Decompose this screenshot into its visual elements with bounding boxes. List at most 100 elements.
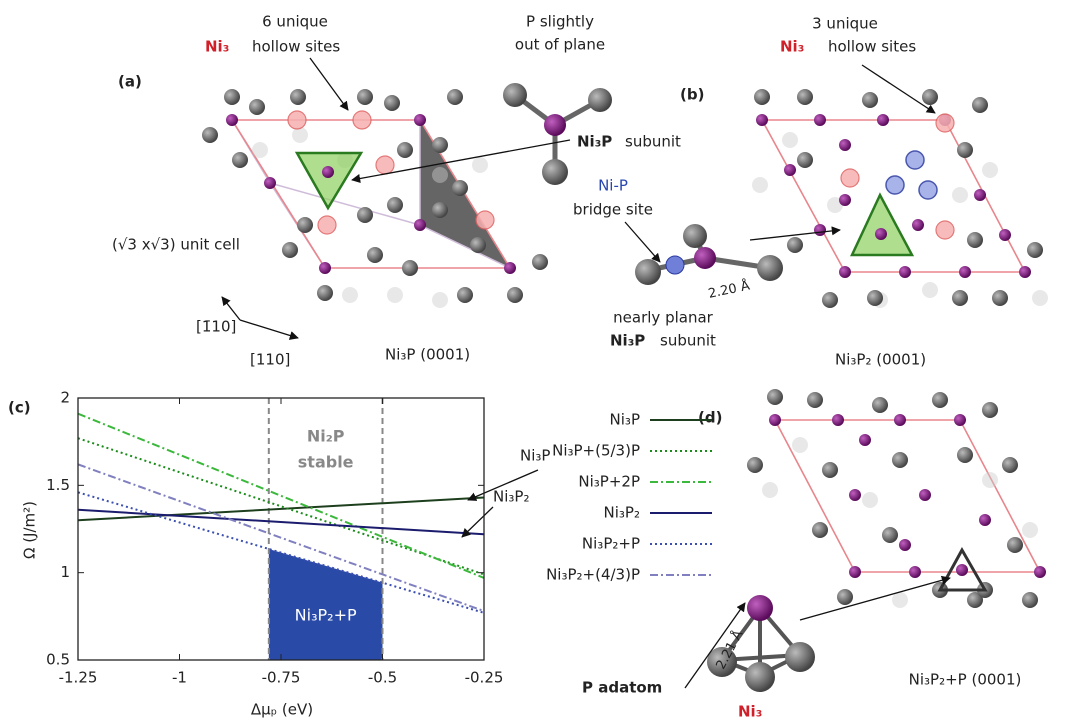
atom bbox=[397, 142, 413, 158]
annotation: subunit bbox=[660, 332, 716, 350]
legend-label: Ni₃P bbox=[610, 411, 640, 429]
atom bbox=[867, 290, 883, 306]
atom bbox=[999, 229, 1011, 241]
atom bbox=[812, 522, 828, 538]
atom bbox=[909, 566, 921, 578]
atom bbox=[503, 83, 527, 107]
atom bbox=[952, 187, 968, 203]
atom bbox=[226, 114, 238, 126]
atom bbox=[457, 287, 473, 303]
atom bbox=[747, 457, 763, 473]
atom bbox=[432, 292, 448, 308]
figure: (a) 6 unique Ni₃ hollow sites P slightly… bbox=[0, 0, 1071, 722]
atom bbox=[877, 114, 889, 126]
series-line bbox=[78, 498, 484, 521]
atom bbox=[872, 397, 888, 413]
subunit-triangle bbox=[852, 195, 912, 255]
atom bbox=[447, 89, 463, 105]
panel-label: (c) bbox=[8, 399, 31, 417]
atom bbox=[588, 88, 612, 112]
annotation: stable bbox=[298, 453, 354, 472]
atom bbox=[1032, 290, 1048, 306]
atom bbox=[769, 414, 781, 426]
atom bbox=[282, 242, 298, 258]
atom bbox=[807, 392, 823, 408]
atom bbox=[317, 285, 333, 301]
atom bbox=[745, 662, 775, 692]
atom bbox=[432, 202, 448, 218]
atom bbox=[252, 142, 268, 158]
atom bbox=[837, 589, 853, 605]
y-tick-label: 2 bbox=[60, 389, 70, 407]
atom bbox=[957, 447, 973, 463]
atom bbox=[957, 142, 973, 158]
atom bbox=[402, 260, 418, 276]
atom bbox=[683, 224, 707, 248]
atom bbox=[290, 89, 306, 105]
atom bbox=[322, 166, 334, 178]
atom bbox=[822, 462, 838, 478]
atom bbox=[249, 99, 265, 115]
atom bbox=[797, 89, 813, 105]
atom bbox=[762, 482, 778, 498]
caption: Ni₃P (0001) bbox=[385, 346, 470, 364]
hollow-site bbox=[353, 111, 371, 129]
atom bbox=[357, 89, 373, 105]
atom bbox=[899, 266, 911, 278]
x-tick-label: -0.75 bbox=[262, 669, 301, 687]
atom bbox=[892, 452, 908, 468]
x-tick-label: -1.25 bbox=[59, 669, 98, 687]
atom bbox=[982, 402, 998, 418]
atom bbox=[1022, 592, 1038, 608]
atom bbox=[832, 414, 844, 426]
annotation: 6 unique bbox=[262, 13, 328, 31]
hollow-site bbox=[841, 169, 859, 187]
atom bbox=[544, 114, 566, 136]
atom bbox=[432, 167, 448, 183]
arrow bbox=[625, 222, 660, 262]
x-axis-label: Δμₚ (eV) bbox=[251, 701, 313, 719]
direction-label: [1̄10] bbox=[196, 318, 236, 336]
x-tick-label: -0.5 bbox=[368, 669, 397, 687]
annotation: Ni₃ bbox=[738, 703, 762, 721]
atom bbox=[912, 219, 924, 231]
atom bbox=[264, 177, 276, 189]
hollow-site bbox=[318, 216, 336, 234]
atom bbox=[967, 232, 983, 248]
atom bbox=[792, 437, 808, 453]
arrow bbox=[240, 320, 298, 338]
atom bbox=[932, 392, 948, 408]
legend-label: Ni₃P₂+P bbox=[582, 535, 640, 553]
atom bbox=[694, 247, 716, 269]
atom bbox=[542, 159, 568, 185]
panel-label: (a) bbox=[118, 73, 142, 91]
atom bbox=[292, 127, 308, 143]
annotation: bridge site bbox=[573, 201, 653, 219]
annotation: hollow sites bbox=[828, 38, 916, 56]
hollow-site bbox=[936, 221, 954, 239]
annotation: Ni₃ bbox=[780, 38, 804, 56]
atom bbox=[384, 95, 400, 111]
panel-label: (d) bbox=[698, 409, 722, 427]
arrow bbox=[462, 507, 493, 537]
bridge-site bbox=[666, 256, 684, 274]
atom bbox=[839, 266, 851, 278]
hollow-site bbox=[476, 211, 494, 229]
annotation: Ni₃P₂ bbox=[493, 488, 529, 506]
atom bbox=[507, 287, 523, 303]
atom bbox=[785, 642, 815, 672]
atom bbox=[414, 114, 426, 126]
annotation: Ni₃ bbox=[205, 38, 229, 56]
atom bbox=[797, 152, 813, 168]
atom bbox=[814, 114, 826, 126]
atom bbox=[747, 595, 773, 621]
atom bbox=[849, 489, 861, 501]
atom bbox=[432, 137, 448, 153]
y-tick-label: 1.5 bbox=[46, 476, 70, 494]
annotation: Ni₃P bbox=[577, 133, 612, 151]
atom bbox=[1022, 522, 1038, 538]
atom bbox=[882, 527, 898, 543]
atom bbox=[922, 282, 938, 298]
annotation: P slightly bbox=[526, 13, 594, 31]
atom bbox=[414, 219, 426, 231]
